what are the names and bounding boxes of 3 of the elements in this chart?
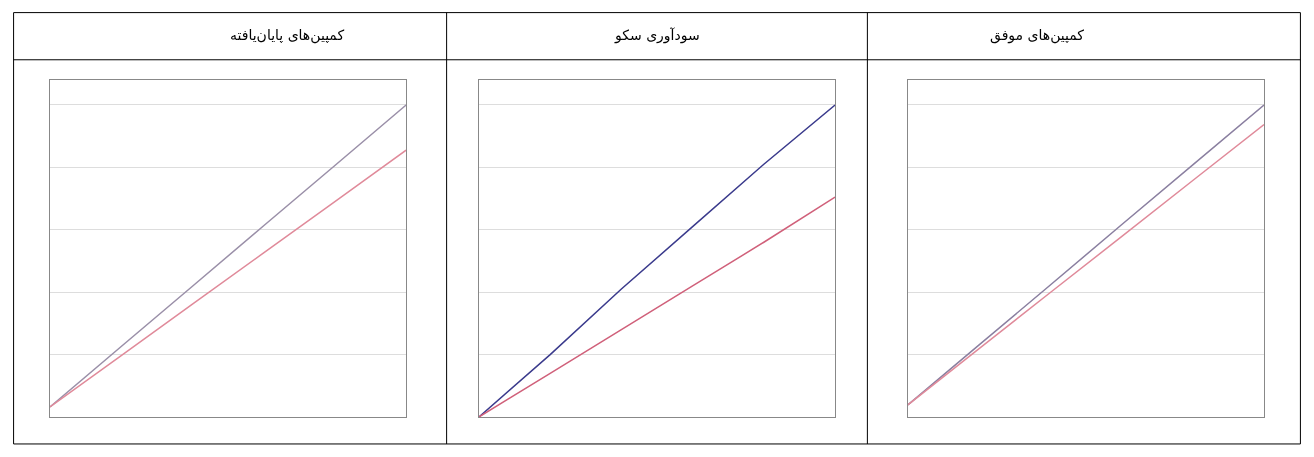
chart-title: کمپین‌های موفق	[990, 27, 1085, 44]
chart-title: سودآوری سکو	[614, 27, 700, 44]
chart-title: کمپین‌های پایان‌یافته	[230, 27, 345, 44]
